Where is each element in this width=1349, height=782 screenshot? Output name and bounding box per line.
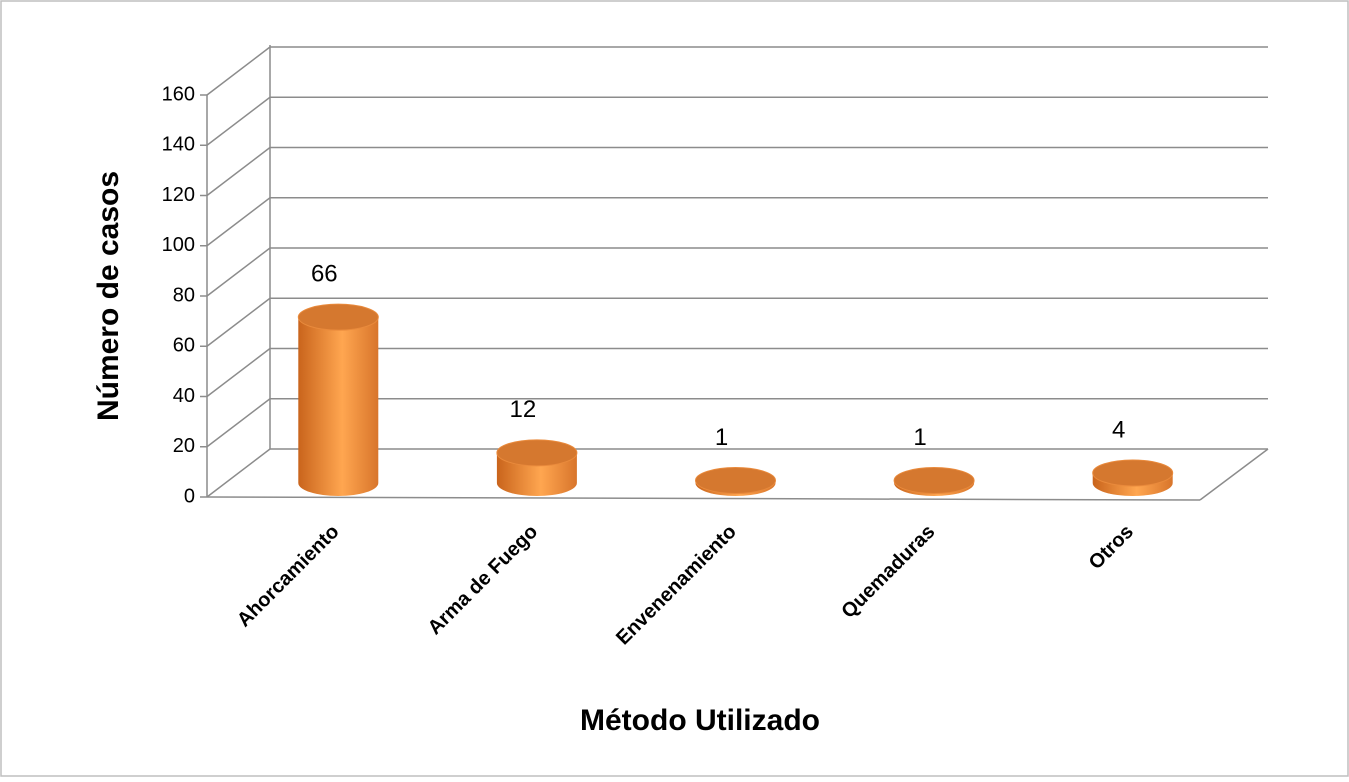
grid-line-side xyxy=(206,297,271,347)
bar-top xyxy=(496,439,578,467)
bar xyxy=(297,303,379,496)
y-tick-label: 60 xyxy=(173,335,195,357)
bar xyxy=(893,466,975,496)
x-axis-title: Método Utilizado xyxy=(580,704,820,737)
bar xyxy=(1092,459,1174,496)
y-axis-title: Número de casos xyxy=(92,171,125,421)
bar-top xyxy=(297,303,379,331)
floor-right xyxy=(1199,448,1269,501)
y-tick-label: 20 xyxy=(173,435,195,457)
data-label: 1 xyxy=(715,424,728,451)
y-tick-label: 140 xyxy=(162,134,195,156)
y-tick-label: 160 xyxy=(162,83,195,105)
bar-body xyxy=(298,317,379,496)
grid-line-side xyxy=(206,96,271,146)
data-label: 4 xyxy=(1112,416,1125,443)
grid-line-side xyxy=(206,448,271,498)
data-label: 1 xyxy=(913,424,926,451)
bar xyxy=(695,466,776,496)
grid-line-side xyxy=(206,197,271,247)
y-tick-label: 80 xyxy=(173,284,195,306)
floor-front xyxy=(206,496,1201,501)
y-tick-label: 120 xyxy=(162,184,195,206)
bar-top xyxy=(695,466,776,494)
data-label: 66 xyxy=(311,261,338,288)
grid-line-side xyxy=(206,347,271,398)
grid-line-side xyxy=(206,398,271,448)
bar-top xyxy=(1092,459,1174,487)
y-tick-label: 40 xyxy=(173,385,195,407)
y-tick-label: 0 xyxy=(184,485,195,507)
bar xyxy=(496,439,578,496)
data-label: 12 xyxy=(510,396,537,423)
grid-line-side xyxy=(206,247,271,297)
grid-line-side xyxy=(206,46,271,96)
bar-top xyxy=(893,466,975,494)
grid-line-side xyxy=(206,146,271,197)
y-tick-label: 100 xyxy=(162,234,195,256)
